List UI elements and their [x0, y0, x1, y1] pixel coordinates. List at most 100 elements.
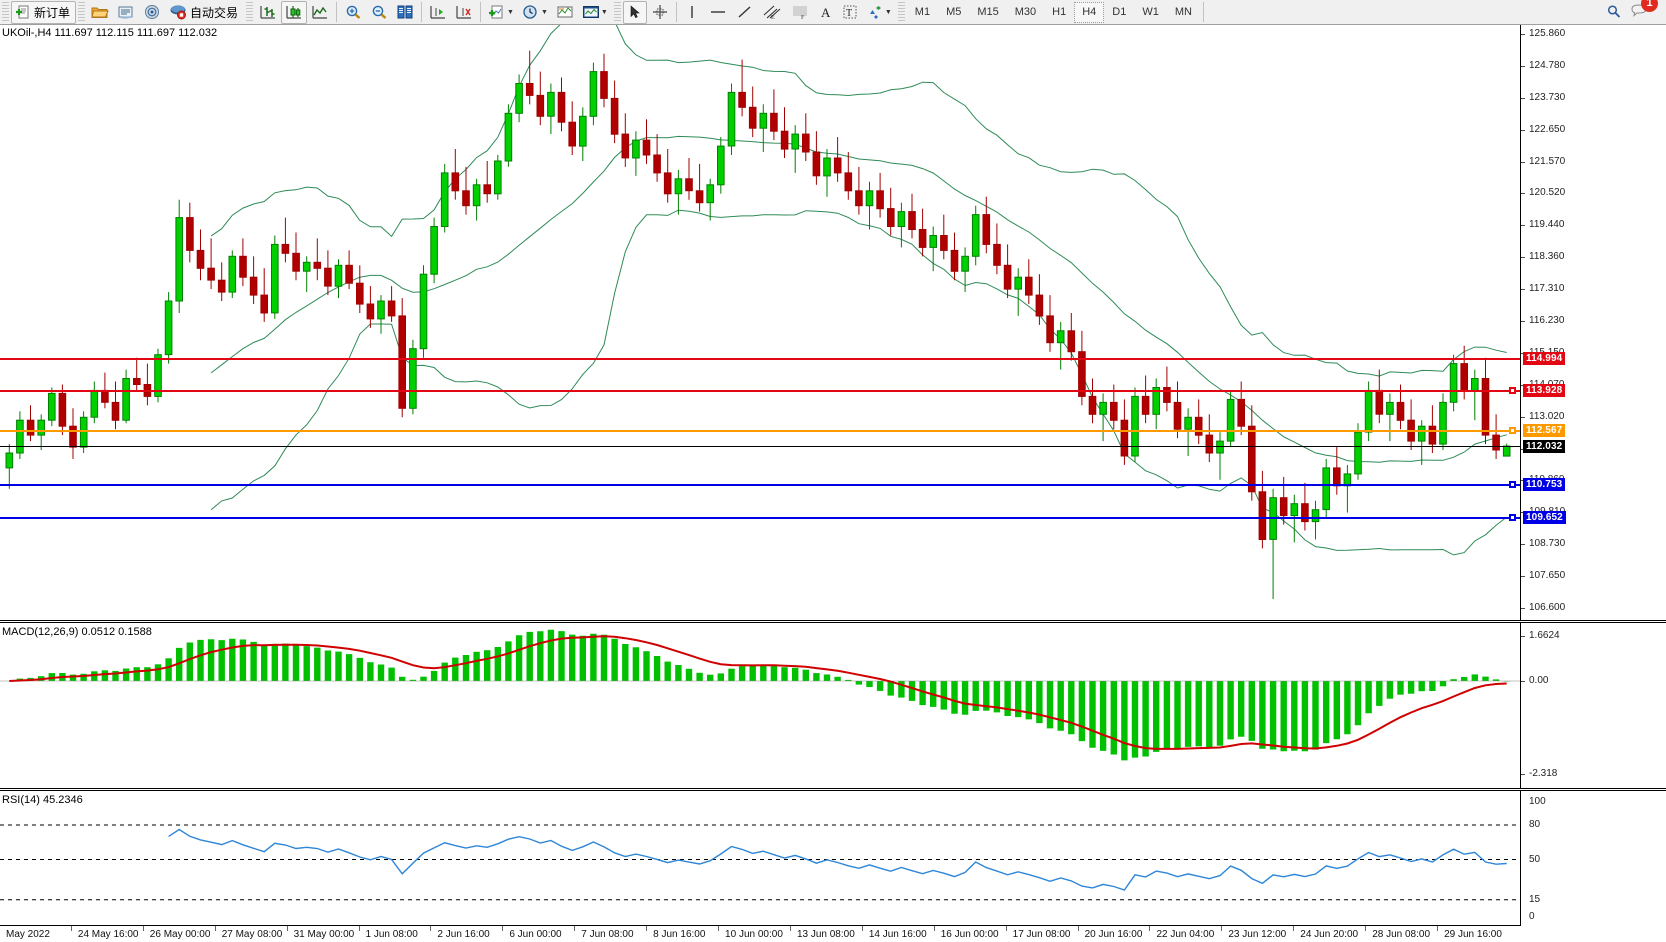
new-order-button[interactable]: 新订单: [11, 0, 77, 24]
toolbar-grip-3[interactable]: [246, 1, 254, 23]
news-button[interactable]: [113, 1, 139, 24]
shapes-button[interactable]: ▼: [862, 1, 896, 24]
timeframe-m15[interactable]: M15: [977, 6, 999, 18]
time-axis-label: May 2022: [6, 929, 50, 940]
trendline-button[interactable]: [732, 1, 758, 24]
rsi-tick-label: 50: [1529, 853, 1541, 865]
price-tickmark: [1521, 129, 1525, 131]
timeframe-m5[interactable]: M5: [946, 6, 962, 18]
timeframe-m30[interactable]: M30: [1014, 6, 1037, 18]
bollinger-band-lower: [210, 209, 1508, 556]
templates-button[interactable]: [552, 1, 578, 24]
toolbar-grip[interactable]: [2, 1, 9, 23]
horizontal-line-button[interactable]: [704, 1, 732, 24]
price-level-chip-support-2[interactable]: 109.652: [1523, 511, 1566, 524]
rsi-scale: 100 80 50 15 0: [1521, 792, 1666, 925]
zoom-in-button[interactable]: [340, 1, 366, 24]
text-label-button[interactable]: T: [838, 1, 862, 24]
price-tick-label: 125.860: [1529, 28, 1566, 39]
price-level-chip-resistance-2[interactable]: 113.928: [1523, 384, 1566, 397]
price-axis-divider: [1520, 25, 1521, 925]
profiles-button[interactable]: [87, 1, 113, 24]
price-tick-label: 123.730: [1529, 91, 1566, 103]
chart-window-button[interactable]: ▼: [578, 1, 612, 24]
text-button[interactable]: A: [814, 1, 838, 24]
toolbar-grip-2[interactable]: [78, 1, 86, 23]
price-tickmark: [1521, 225, 1525, 227]
price-scale[interactable]: 125.860 124.780 123.730 122.650 121.570 120.5…: [1521, 25, 1666, 620]
price-level-chip-current-price[interactable]: 112.032: [1523, 440, 1566, 453]
time-axis[interactable]: May 2022 24 May 16:00 26 May 00:00 27 May 0…: [0, 925, 1521, 942]
time-axis-separator: [502, 926, 504, 931]
search-icon: [1606, 4, 1622, 20]
timeframe-h1[interactable]: H1: [1052, 6, 1067, 18]
chart-shift-button[interactable]: [425, 1, 451, 24]
autotrading-button[interactable]: 自动交易: [165, 1, 244, 24]
chart-window-caret-icon[interactable]: ▼: [600, 8, 608, 16]
time-axis-separator: [1005, 926, 1007, 931]
auto-scroll-button[interactable]: [451, 1, 477, 24]
bollinger-band-upper: [210, 25, 1507, 377]
chart-header-label: UKOil-,H4 111.697 112.115 111.697 112.03…: [2, 27, 218, 39]
rsi-pane[interactable]: RSI(14) 45.2346: [0, 792, 1520, 925]
periods-button[interactable]: ▼: [518, 1, 552, 24]
line-chart-button[interactable]: [307, 1, 333, 24]
time-axis-label: 20 Jun 16:00: [1084, 929, 1143, 940]
timeframe-mn[interactable]: MN: [1174, 6, 1192, 18]
price-tickmark: [1521, 321, 1525, 322]
svg-text:E: E: [771, 15, 775, 20]
search-button[interactable]: [1602, 1, 1626, 24]
signals-icon: [143, 4, 161, 20]
time-axis-separator: [1221, 926, 1223, 931]
periods-caret-icon[interactable]: ▼: [540, 8, 548, 16]
time-axis-separator: [861, 926, 863, 931]
price-tick-label: 113.020: [1529, 410, 1565, 422]
price-tick-label: 119.440: [1529, 219, 1565, 231]
crosshair-button[interactable]: [647, 1, 673, 24]
text-icon: A: [819, 4, 833, 20]
time-axis-label: 31 May 00:00: [293, 929, 355, 940]
timeframe-d1[interactable]: D1: [1112, 6, 1127, 18]
price-pane[interactable]: UKOil-,H4 111.697 112.115 111.697 112.03…: [0, 25, 1520, 620]
trendline-icon: [736, 4, 754, 20]
macd-pane[interactable]: MACD(12,26,9) 0.0512 0.1588: [0, 624, 1520, 788]
price-level-chip-resistance-1[interactable]: 114.994: [1523, 352, 1566, 365]
pane-separator-macd[interactable]: [0, 620, 1666, 623]
time-axis-label: 29 Jun 16:00: [1444, 929, 1502, 940]
toolbar-separator-4: [675, 2, 677, 22]
equidistant-channel-button[interactable]: E: [758, 1, 786, 24]
price-tickmark: [1521, 193, 1525, 195]
candlestick-chart-button[interactable]: [281, 0, 308, 24]
cursor-button[interactable]: [622, 0, 647, 24]
timeframe-h4[interactable]: H4: [1074, 1, 1105, 23]
tile-windows-icon: [396, 4, 414, 20]
price-level-chip-support-1[interactable]: 110.753: [1523, 478, 1566, 491]
rsi-tick-label: 15: [1529, 893, 1541, 905]
time-axis-label: 2 Jun 16:00: [437, 929, 490, 940]
timeframe-w1[interactable]: W1: [1142, 6, 1159, 18]
folder-profiles-icon: [91, 4, 109, 20]
toolbar-grip-5[interactable]: [897, 1, 905, 23]
fibonacci-button[interactable]: F: [786, 1, 814, 24]
alerts-button[interactable]: 1: [1626, 0, 1662, 24]
chart-area[interactable]: UKOil-,H4 111.697 112.115 111.697 112.03…: [0, 25, 1666, 942]
signals-button[interactable]: [139, 1, 165, 24]
shapes-caret-icon[interactable]: ▼: [884, 8, 892, 16]
vertical-line-button[interactable]: [680, 1, 704, 24]
add-indicator-button[interactable]: ▼: [484, 1, 518, 24]
timeframe-m1[interactable]: M1: [914, 6, 931, 18]
toolbar-separator-5: [1202, 2, 1204, 22]
time-axis-separator: [1149, 926, 1151, 931]
bar-chart-button[interactable]: [255, 1, 281, 24]
tile-windows-button[interactable]: [392, 1, 418, 24]
zoom-out-button[interactable]: [366, 1, 392, 24]
price-tick-label: 118.360: [1529, 251, 1565, 263]
price-level-chip-pivot[interactable]: 112.567: [1523, 424, 1566, 437]
toolbar-grip-4[interactable]: [613, 1, 621, 23]
price-tickmark: [1521, 257, 1525, 259]
macd-tick-label: 0.00: [1529, 675, 1549, 686]
time-axis-separator: [358, 926, 360, 931]
pane-separator-rsi[interactable]: [0, 788, 1666, 791]
add-indicator-caret-icon[interactable]: ▼: [507, 8, 514, 16]
time-axis-separator: [430, 926, 432, 931]
